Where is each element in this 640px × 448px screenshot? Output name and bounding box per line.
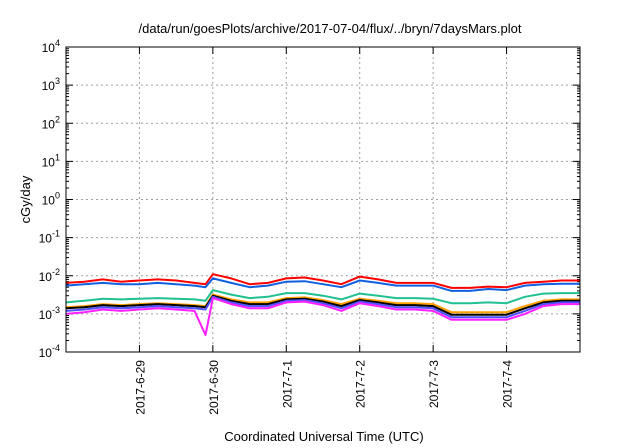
x-tick-label: 2017-6-29 <box>133 360 147 415</box>
chart-title: /data/run/goesPlots/archive/2017-07-04/f… <box>139 21 522 36</box>
y-tick-label: 101 <box>42 152 60 169</box>
y-tick-label: 104 <box>42 38 60 55</box>
y-tick-label: 102 <box>42 114 60 131</box>
y-tick-label: 10-4 <box>39 343 60 360</box>
series-line-1 <box>65 273 580 289</box>
x-tick-label: 2017-7-4 <box>501 360 515 408</box>
x-axis-label: Coordinated Universal Time (UTC) <box>224 429 423 444</box>
y-axis-label: cGy/day <box>18 175 33 223</box>
y-tick-label: 100 <box>42 191 60 208</box>
x-tick-label: 2017-7-3 <box>427 360 441 408</box>
x-tick-label: 2017-7-2 <box>354 360 368 408</box>
grid <box>66 47 580 352</box>
series-line-7 <box>65 297 580 336</box>
series-line-2 <box>65 277 580 292</box>
y-tick-label: 10-2 <box>39 267 60 284</box>
x-tick-label: 2017-7-1 <box>280 360 294 408</box>
x-axis: 2017-6-29 2017-6-30 2017-7-1 2017-7-2 2017-7… <box>133 47 515 415</box>
series-line-3 <box>65 289 580 305</box>
series-line-6 <box>65 295 580 319</box>
plot-area <box>65 273 580 336</box>
x-tick-label: 2017-6-30 <box>207 360 221 415</box>
y-tick-label: 103 <box>42 76 60 93</box>
series-line-5 <box>65 294 580 316</box>
y-tick-label: 10-1 <box>39 229 60 246</box>
plot-frame <box>65 46 581 353</box>
y-tick-label: 10-3 <box>39 305 60 322</box>
